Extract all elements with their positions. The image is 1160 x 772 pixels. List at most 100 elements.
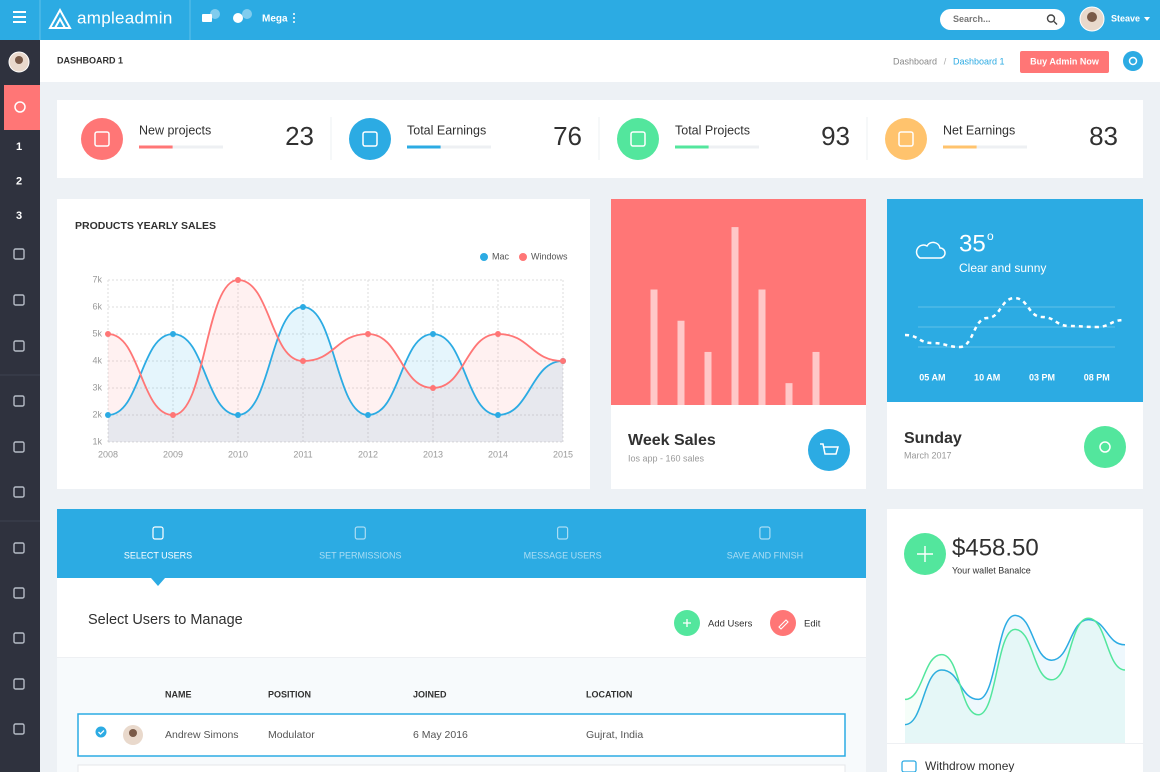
plus-icon: [917, 546, 933, 562]
stat-icon: [362, 131, 378, 147]
caret: [1144, 17, 1150, 21]
legend-marker: [519, 253, 527, 261]
sidebar-icon[interactable]: [13, 248, 25, 260]
buy-button-label: Buy Admin Now: [1030, 56, 1100, 66]
sidebar-icon[interactable]: [13, 340, 25, 352]
wallet-amount: $458.50: [952, 534, 1039, 561]
sidebar-item[interactable]: 2: [16, 175, 22, 187]
data-point: [235, 277, 241, 283]
sidebar-icon[interactable]: [13, 395, 25, 407]
mail-icon[interactable]: [202, 14, 212, 22]
cart-button[interactable]: [808, 429, 850, 471]
check-mark: [98, 730, 105, 735]
bar: [650, 289, 658, 405]
sidebar-icon[interactable]: [13, 587, 25, 599]
sidebar-icon[interactable]: [13, 632, 25, 644]
row-check: [95, 726, 107, 738]
data-point: [170, 331, 176, 337]
plot: 1k 2k 3k 4k 5k 6k 7k 2008 2009 2010 2011 2012 2013 20…: [92, 274, 573, 459]
column-header: JOINED: [413, 689, 447, 699]
weather-date: March 2017: [904, 450, 952, 460]
wizard-tab[interactable]: SELECT USERS: [124, 550, 192, 560]
stat-value: 23: [285, 121, 314, 151]
tab-pointer: [151, 578, 165, 586]
sidebar-icon[interactable]: [13, 678, 25, 690]
mega-menu: Mega: [262, 14, 288, 25]
withdraw-icon: [901, 760, 917, 772]
badge: [210, 9, 220, 19]
legend-label: Mac: [492, 251, 510, 261]
buy-button[interactable]: [1020, 51, 1109, 73]
sidebar-icon[interactable]: [13, 486, 25, 498]
page-title: DASHBOARD 1: [57, 55, 123, 65]
sidebar-icon[interactable]: [13, 542, 25, 554]
temperature-unit: o: [987, 229, 994, 243]
stats-card: [57, 100, 1143, 178]
edit-icon: [778, 619, 789, 630]
breadcrumb-bar: [40, 40, 1160, 82]
sidebar-item[interactable]: 1: [16, 141, 22, 153]
menu-dots: [293, 17, 295, 19]
settings-button[interactable]: [1123, 51, 1143, 71]
weather-time: 03 PM: [1029, 372, 1055, 382]
menu-icon: [13, 21, 26, 23]
breadcrumb-separator: /: [944, 56, 947, 66]
user-name[interactable]: Steave: [1111, 13, 1140, 23]
check-icon[interactable]: [233, 13, 243, 23]
data-point: [365, 331, 371, 337]
wallet-line: [904, 617, 1126, 716]
x-tick-label: 2008: [98, 449, 118, 459]
tab-icon: [354, 526, 366, 540]
data-point: [495, 412, 501, 418]
edit-label: Edit: [804, 619, 821, 630]
sidebar-icon[interactable]: [13, 294, 25, 306]
cart-icon: [820, 443, 839, 455]
progress-track: [943, 145, 1027, 149]
wizard-tab[interactable]: MESSAGE USERS: [524, 550, 602, 560]
stat-icon-circle: [349, 118, 391, 160]
weather-condition: Clear and sunny: [959, 261, 1046, 275]
menu-dots: [293, 13, 295, 15]
stat-icon-circle: [617, 118, 659, 160]
weather-line: [904, 296, 1125, 349]
data-point: [430, 385, 436, 391]
plus-icon: [683, 619, 691, 627]
bar: [785, 383, 793, 405]
progress-track: [675, 145, 759, 149]
search-box[interactable]: [940, 9, 1065, 30]
withdraw-label[interactable]: Withdrow money: [925, 759, 1014, 772]
sidebar-icon[interactable]: [13, 723, 25, 735]
legend-label: Windows: [531, 251, 568, 261]
table-row[interactable]: [77, 713, 846, 757]
sidebar-active[interactable]: [4, 85, 40, 130]
stat-icon-circle: [81, 118, 123, 160]
progress-track: [407, 145, 491, 149]
sidebar-item[interactable]: 3: [16, 210, 22, 222]
wizard-tab[interactable]: SET PERMISSIONS: [319, 550, 401, 560]
data-point: [495, 331, 501, 337]
stat-icon: [94, 131, 110, 147]
weather-bg: [887, 199, 1143, 402]
breadcrumb-link[interactable]: Dashboard: [893, 56, 937, 66]
wizard-tab[interactable]: SAVE AND FINISH: [727, 550, 803, 560]
data-point: [300, 358, 306, 364]
stat-icon: [898, 131, 914, 147]
bar: [812, 351, 820, 405]
x-tick-label: 2012: [358, 449, 378, 459]
bar: [731, 227, 739, 405]
stat-icon: [630, 131, 646, 147]
sidebar-icon[interactable]: [13, 441, 25, 453]
weather-time: 10 AM: [974, 372, 1000, 382]
series-area: [108, 307, 563, 442]
sun-button: [1084, 426, 1126, 468]
data-point: [300, 304, 306, 310]
stat-value: 76: [553, 121, 582, 151]
settings-icon: [1128, 56, 1138, 66]
y-tick-label: 2k: [92, 409, 102, 419]
badge: [242, 9, 252, 19]
data-point: [365, 412, 371, 418]
stat-label: Net Earnings: [943, 123, 1015, 137]
data-point: [170, 412, 176, 418]
y-tick-label: 6k: [92, 301, 102, 311]
data-point: [560, 358, 566, 364]
